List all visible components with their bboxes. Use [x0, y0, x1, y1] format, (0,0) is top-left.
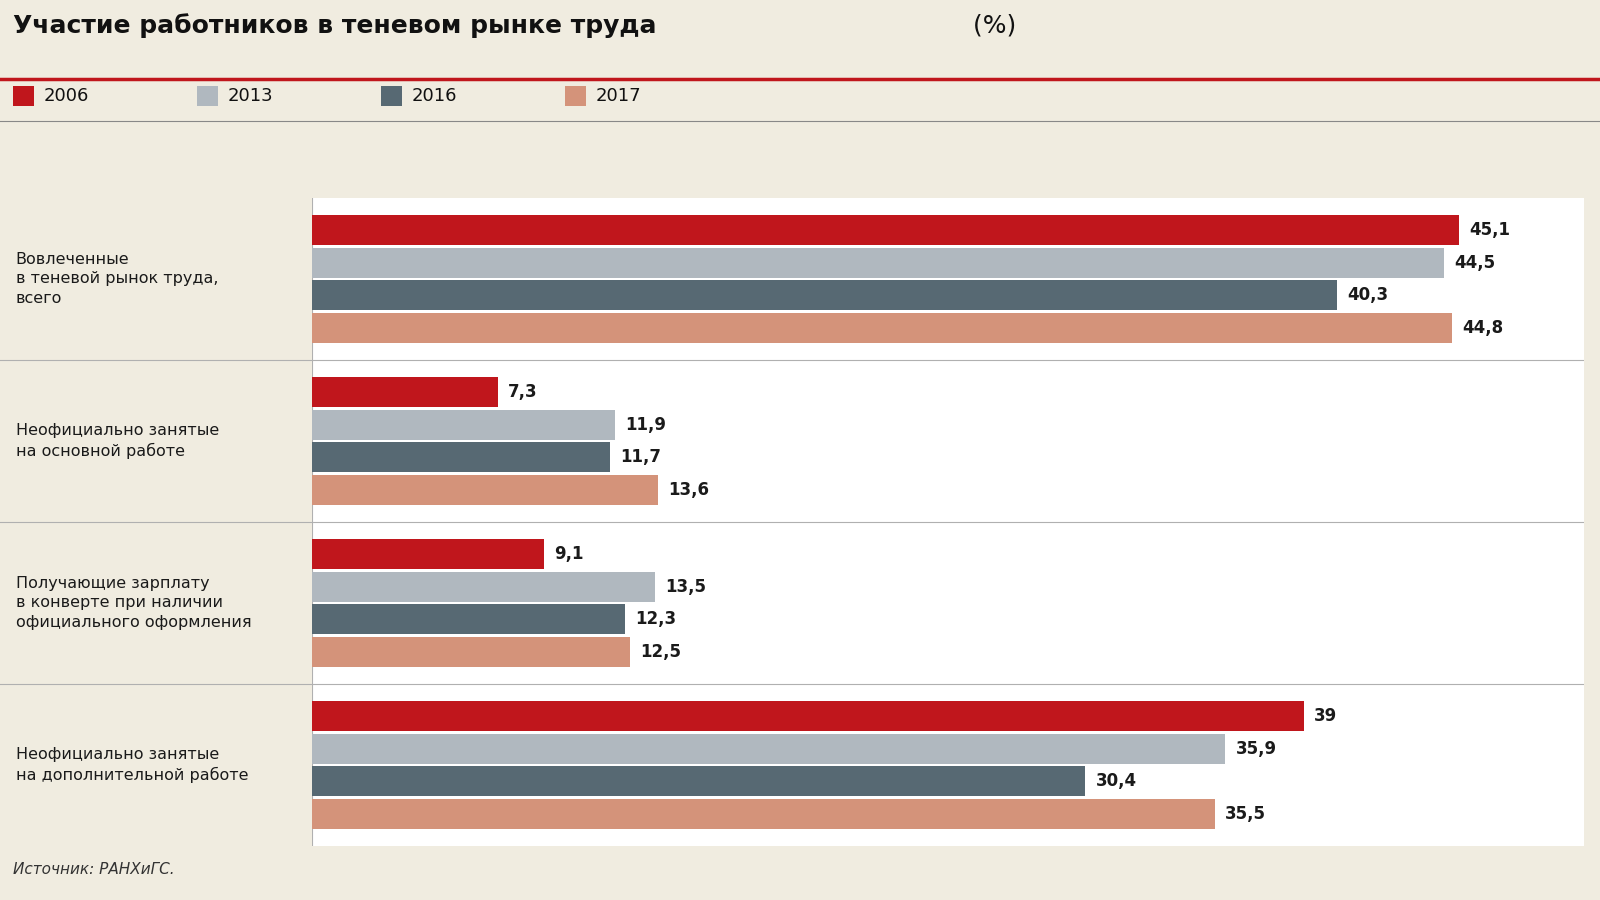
Bar	[312, 605, 626, 634]
Text: 13,6: 13,6	[669, 482, 709, 500]
Text: 13,5: 13,5	[666, 578, 707, 596]
Text: 11,9: 11,9	[626, 416, 666, 434]
Text: Вовлеченные
в теневой рынок труда,
всего: Вовлеченные в теневой рынок труда, всего	[16, 252, 218, 306]
Text: Источник: РАНХиГС.: Источник: РАНХиГС.	[13, 862, 174, 878]
Bar	[312, 799, 1214, 829]
Text: 39: 39	[1314, 706, 1338, 724]
Bar	[312, 572, 656, 601]
Bar	[312, 281, 1338, 310]
Text: Неофициально занятые
на основной работе: Неофициально занятые на основной работе	[16, 423, 219, 459]
Text: 2006: 2006	[43, 87, 90, 105]
Bar	[312, 313, 1451, 343]
Bar	[312, 377, 498, 407]
Text: 2013: 2013	[227, 87, 274, 105]
Text: 7,3: 7,3	[507, 382, 538, 400]
Bar	[312, 443, 610, 473]
Text: Неофициально занятые
на дополнительной работе: Неофициально занятые на дополнительной р…	[16, 747, 248, 783]
Bar	[312, 701, 1304, 731]
Bar	[312, 215, 1459, 245]
Bar	[312, 539, 544, 569]
Bar	[312, 410, 614, 439]
Text: 45,1: 45,1	[1469, 220, 1510, 238]
Text: 35,5: 35,5	[1226, 806, 1266, 824]
Bar	[312, 475, 658, 505]
Bar	[312, 248, 1445, 277]
Text: 44,8: 44,8	[1462, 320, 1502, 338]
Text: 30,4: 30,4	[1096, 772, 1136, 790]
Text: 12,3: 12,3	[635, 610, 677, 628]
Text: 40,3: 40,3	[1347, 286, 1389, 304]
Text: 2017: 2017	[595, 87, 642, 105]
Text: (%): (%)	[965, 14, 1016, 38]
Text: 35,9: 35,9	[1235, 740, 1277, 758]
Text: Получающие зарплату
в конверте при наличии
официального оформления: Получающие зарплату в конверте при налич…	[16, 576, 251, 630]
Text: 12,5: 12,5	[640, 644, 682, 662]
Text: Участие работников в теневом рынке труда: Участие работников в теневом рынке труда	[13, 14, 656, 39]
Bar	[312, 734, 1226, 763]
Bar	[312, 637, 630, 667]
Bar	[312, 767, 1085, 796]
Text: 44,5: 44,5	[1454, 254, 1496, 272]
Text: 2016: 2016	[411, 87, 458, 105]
Text: 11,7: 11,7	[619, 448, 661, 466]
Text: 9,1: 9,1	[554, 544, 582, 562]
